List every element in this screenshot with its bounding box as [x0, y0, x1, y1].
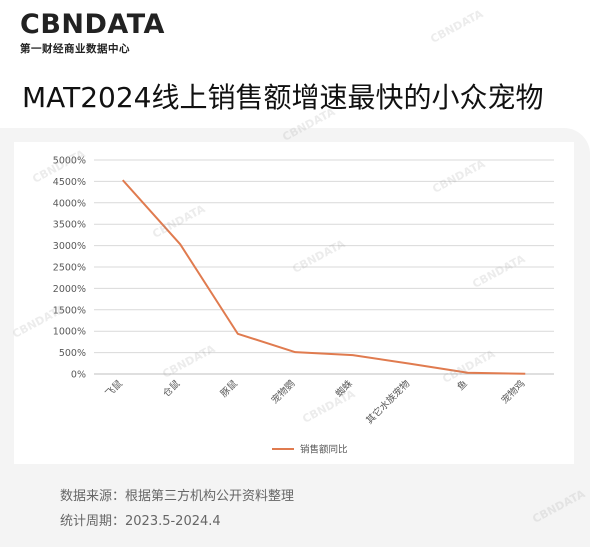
y-tick-label: 1000%	[53, 327, 86, 338]
x-tick-label: 蜘蛛	[333, 377, 355, 399]
y-tick-label: 4000%	[53, 198, 86, 209]
x-tick-label: 飞鼠	[103, 377, 125, 399]
y-tick-label: 1500%	[53, 305, 86, 316]
logo-subtitle: 第一财经商业数据中心	[20, 43, 130, 55]
line-chart: 0% 500% 1000% 1500% 2000% 2500% 3000% 3500% 4000…	[53, 156, 554, 456]
stat-period: 统计周期：2023.5-2024.4	[60, 514, 221, 529]
y-tick-label: 3000%	[53, 241, 86, 252]
y-tick-label: 2000%	[53, 284, 86, 295]
watermark: CBNDATA	[428, 7, 486, 46]
x-tick-label: 豚鼠	[218, 377, 240, 399]
data-source: 数据来源：根据第三方机构公开资料整理	[60, 489, 295, 504]
y-tick-label: 500%	[59, 348, 86, 359]
header: CBNDATA 第一财经商业数据中心	[20, 10, 165, 56]
x-tick-label: 其它水族宠物	[364, 377, 413, 426]
chart-panel: 0% 500% 1000% 1500% 2000% 2500% 3000% 3500% 4000…	[14, 142, 574, 464]
y-tick-label: 5000%	[53, 156, 86, 167]
y-tick-label: 2500%	[53, 263, 86, 274]
y-tick-label: 3500%	[53, 220, 86, 231]
x-tick-label: 鱼	[455, 378, 470, 393]
logo: CBNDATA	[20, 9, 165, 40]
series-line	[122, 179, 526, 375]
x-tick-label: 宠物鸡	[499, 378, 528, 407]
y-tick-label: 0%	[71, 370, 86, 381]
page-title: MAT2024线上销售额增速最快的小众宠物	[22, 81, 544, 114]
x-tick-label: 宠物鹦	[269, 377, 298, 406]
x-tick-label: 仓鼠	[160, 377, 182, 399]
legend-label: 销售额同比	[300, 444, 348, 456]
y-tick-label: 4500%	[53, 177, 86, 188]
